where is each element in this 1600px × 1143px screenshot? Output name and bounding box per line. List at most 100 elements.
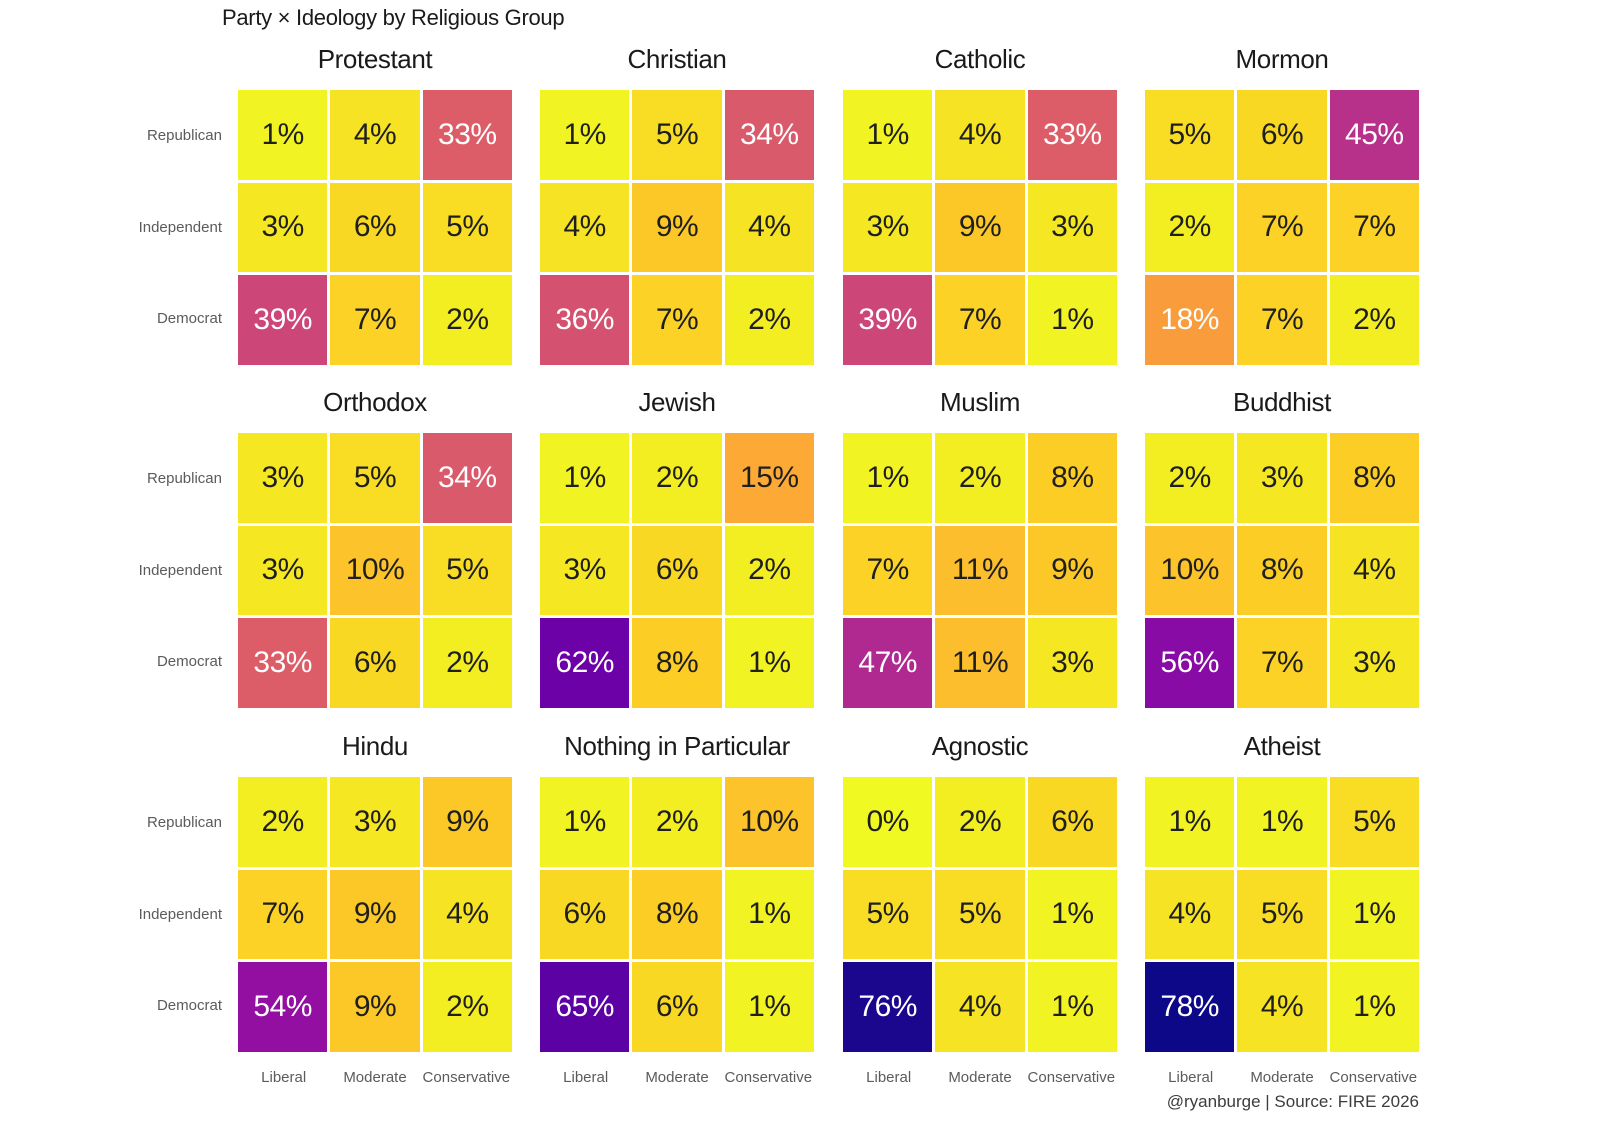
heatmap-cell: 0% — [843, 777, 933, 867]
heatmap-cell: 4% — [935, 90, 1025, 180]
heatmap-cell: 33% — [422, 90, 512, 180]
axis-label-ideology: Conservative — [1027, 1069, 1116, 1086]
heatmap-cell: 65% — [540, 962, 630, 1052]
heatmap-cell: 7% — [1237, 182, 1327, 273]
axis-label-party: Independent — [138, 561, 222, 579]
facet-title: Christian — [627, 44, 727, 74]
heatmap-cell: 18% — [1145, 275, 1235, 365]
heatmap-cell: 4% — [724, 182, 814, 273]
heatmap-cell: 56% — [1145, 618, 1235, 708]
heatmap-cell: 8% — [632, 618, 722, 708]
heatmap-cell: 2% — [1329, 275, 1419, 365]
chart-title: Party × Ideology by Religious Group — [222, 5, 565, 30]
heatmap-cell: 3% — [1329, 618, 1419, 708]
facet-panel: Hindu 2% 3% 9% 7% 9% 4% 54% 9% 2% — [238, 725, 512, 1052]
heatmap-cell: 34% — [422, 433, 512, 523]
heatmap-cell: 3% — [238, 525, 328, 616]
heatmap-cell: 2% — [422, 618, 512, 708]
heatmap-cell: 2% — [724, 525, 814, 616]
facet-panel: Orthodox 3% 5% 34% 3% 10% 5% 33% 6% 2% — [238, 381, 512, 708]
heatmap: 2% 3% 9% 7% 9% 4% 54% 9% 2% — [238, 777, 512, 1052]
heatmap-cell: 7% — [330, 275, 420, 365]
heatmap-cell: 4% — [1329, 525, 1419, 616]
heatmap: 0% 2% 6% 5% 5% 1% 76% 4% 1% — [843, 777, 1117, 1052]
heatmap: 1% 5% 34% 4% 9% 4% 36% 7% 2% — [540, 90, 814, 365]
facet-title: Buddhist — [1233, 387, 1331, 417]
heatmap: 1% 2% 8% 7% 11% 9% 47% 11% 3% — [843, 433, 1117, 708]
heatmap-cell: 3% — [1237, 433, 1327, 523]
heatmap-cell: 3% — [843, 182, 933, 273]
facet-title: Agnostic — [931, 731, 1029, 761]
heatmap-cell: 6% — [632, 525, 722, 616]
heatmap-cell: 4% — [330, 90, 420, 180]
axis-label-party: Republican — [146, 126, 222, 144]
heatmap-cell: 1% — [843, 433, 933, 523]
heatmap-cell: 2% — [1145, 433, 1235, 523]
heatmap-cell: 7% — [238, 869, 328, 960]
heatmap-cell: 4% — [1145, 869, 1235, 960]
axis-label-ideology: Conservative — [724, 1069, 813, 1086]
axis-label-ideology: Moderate — [645, 1069, 709, 1086]
heatmap-cell: 2% — [632, 777, 722, 867]
heatmap-cell: 33% — [238, 618, 328, 708]
heatmap-cell: 7% — [1237, 275, 1327, 365]
heatmap-cell: 4% — [1237, 962, 1327, 1052]
heatmap-cell: 9% — [422, 777, 512, 867]
heatmap-cell: 1% — [724, 869, 814, 960]
heatmap-cell: 15% — [724, 433, 814, 523]
facet-title: Protestant — [317, 44, 433, 74]
heatmap-cell: 5% — [935, 869, 1025, 960]
heatmap-cell: 3% — [238, 182, 328, 273]
facet-panel: Agnostic 0% 2% 6% 5% 5% 1% 76% 4% 1% — [843, 725, 1117, 1052]
heatmap-cell: 5% — [422, 525, 512, 616]
heatmap-cell: 7% — [632, 275, 722, 365]
facet-panel: Mormon 5% 6% 45% 2% 7% 7% 18% 7% 2% — [1145, 38, 1419, 365]
heatmap-cell: 4% — [422, 869, 512, 960]
heatmap-cell: 1% — [1027, 962, 1117, 1052]
heatmap-cell: 1% — [724, 962, 814, 1052]
heatmap-cell: 1% — [724, 618, 814, 708]
facet-panel: Catholic 1% 4% 33% 3% 9% 3% 39% 7% 1% — [843, 38, 1117, 365]
chart-caption: @ryanburge | Source: FIRE 2026 — [1166, 1092, 1419, 1111]
heatmap-cell: 2% — [422, 962, 512, 1052]
heatmap-cell: 4% — [540, 182, 630, 273]
heatmap: 1% 1% 5% 4% 5% 1% 78% 4% 1% — [1145, 777, 1419, 1052]
axis-label-ideology: Conservative — [422, 1069, 511, 1086]
axis-label-ideology: Liberal — [563, 1069, 609, 1086]
heatmap-cell: 9% — [632, 182, 722, 273]
heatmap-cell: 2% — [724, 275, 814, 365]
heatmap-cell: 1% — [540, 90, 630, 180]
axis-label-ideology: Liberal — [866, 1069, 912, 1086]
heatmap-cell: 45% — [1329, 90, 1419, 180]
heatmap: 2% 3% 8% 10% 8% 4% 56% 7% 3% — [1145, 433, 1419, 708]
heatmap: 3% 5% 34% 3% 10% 5% 33% 6% 2% — [238, 433, 512, 708]
heatmap-cell: 1% — [540, 777, 630, 867]
heatmap: 1% 2% 15% 3% 6% 2% 62% 8% 1% — [540, 433, 814, 708]
heatmap-cell: 5% — [1145, 90, 1235, 180]
heatmap-cell: 5% — [632, 90, 722, 180]
heatmap-cell: 5% — [1329, 777, 1419, 867]
heatmap-cell: 3% — [1027, 182, 1117, 273]
axis-label-party: Republican — [146, 469, 222, 487]
heatmap: 1% 4% 33% 3% 9% 3% 39% 7% 1% — [843, 90, 1117, 365]
heatmap-cell: 34% — [724, 90, 814, 180]
heatmap-cell: 10% — [330, 525, 420, 616]
heatmap-cell: 4% — [935, 962, 1025, 1052]
heatmap-cell: 6% — [1237, 90, 1327, 180]
heatmap-cell: 5% — [1237, 869, 1327, 960]
axis-label-ideology: Liberal — [1168, 1069, 1214, 1086]
facet-title: Mormon — [1235, 44, 1329, 74]
facet-title: Muslim — [940, 387, 1020, 417]
axis-label-ideology: Liberal — [261, 1069, 307, 1086]
heatmap-cell: 7% — [1329, 182, 1419, 273]
heatmap-cell: 1% — [238, 90, 328, 180]
heatmap-cell: 62% — [540, 618, 630, 708]
facet-panel: Jewish 1% 2% 15% 3% 6% 2% 62% 8% 1% — [540, 381, 814, 708]
axis-label-party: Independent — [138, 218, 222, 236]
heatmap-cell: 2% — [632, 433, 722, 523]
heatmap-cell: 5% — [330, 433, 420, 523]
heatmap-cell: 1% — [1027, 869, 1117, 960]
heatmap-cell: 1% — [1237, 777, 1327, 867]
heatmap-cell: 36% — [540, 275, 630, 365]
heatmap-cell: 2% — [935, 777, 1025, 867]
